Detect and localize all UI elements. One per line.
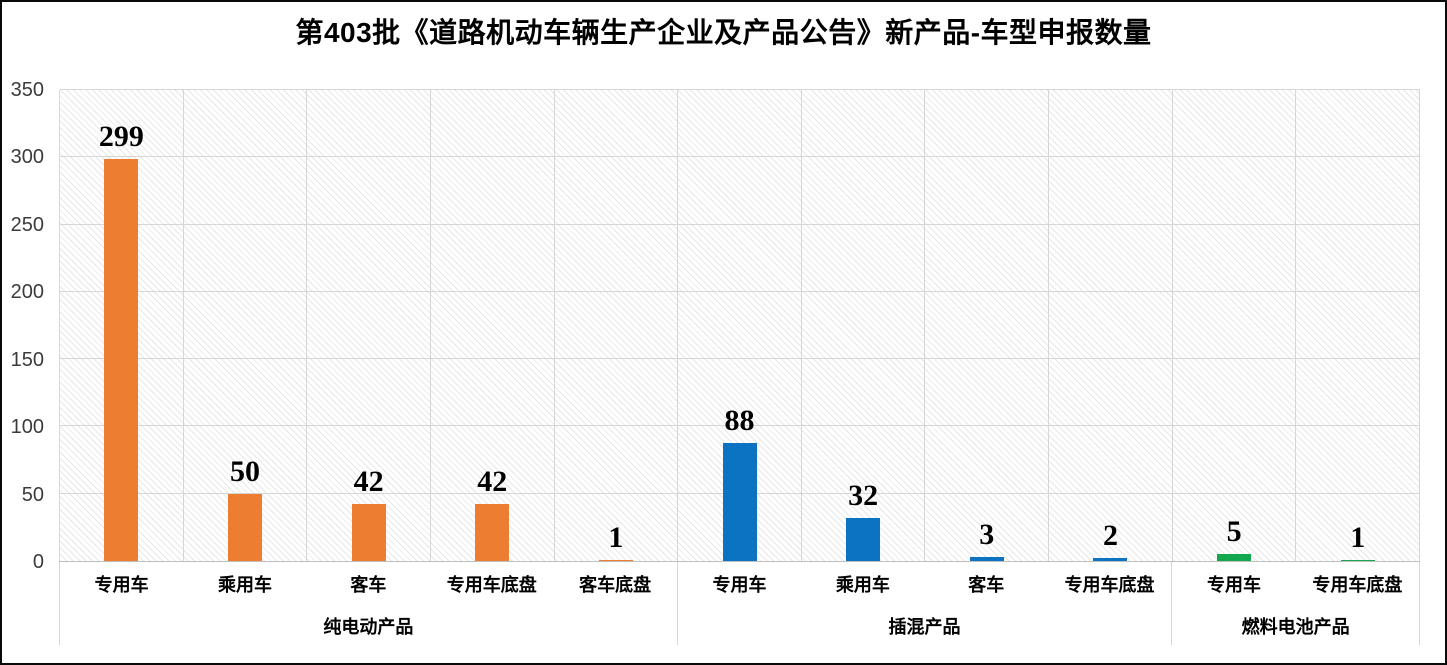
x-category-row: 专用车 专用车底盘 xyxy=(1172,562,1419,606)
category-slot: 3 xyxy=(925,90,1050,561)
bar-纯电动产品-专用车: 299 xyxy=(99,121,144,561)
bar-value-label: 1 xyxy=(1350,520,1366,554)
y-tick-label: 250 xyxy=(10,213,44,236)
chart-title: 第403批《道路机动车辆生产企业及产品公告》新产品-车型申报数量 xyxy=(295,17,1152,48)
y-tick-label: 300 xyxy=(10,146,44,169)
bar-纯电动产品-客车底盘: 1 xyxy=(598,522,633,561)
x-category-row: 专用车 乘用车 客车 专用车底盘 xyxy=(678,562,1171,606)
bar-value-label: 5 xyxy=(1226,515,1242,549)
x-group-label: 纯电动产品 xyxy=(323,616,414,637)
bar-value-label: 299 xyxy=(98,119,144,153)
y-tick-label: 0 xyxy=(32,551,44,573)
category-slot: 50 xyxy=(184,90,308,561)
x-axis: 专用车 乘用车 客车 专用车底盘 客车底盘 纯电动产品 专用车 乘用车 客车 专用车底盘 插混产品专… xyxy=(59,562,1420,645)
bar-纯电动产品-专用车底盘: 42 xyxy=(475,467,510,561)
y-tick-label: 350 xyxy=(10,79,44,101)
x-category-label: 客车底盘 xyxy=(579,575,652,595)
category-slot: 32 xyxy=(802,90,926,561)
x-group-label: 插混产品 xyxy=(888,616,961,637)
category-slot: 5 xyxy=(1173,90,1297,561)
bar-value-label: 2 xyxy=(1102,519,1118,553)
h-gridline xyxy=(60,358,1420,360)
x-category-row: 专用车 乘用车 客车 专用车底盘 客车底盘 xyxy=(60,562,677,606)
x-axis-group: 专用车 专用车底盘燃料电池产品 xyxy=(1172,562,1420,645)
x-category-label: 专用车底盘 xyxy=(1312,575,1403,595)
bars-container: 299 50 42 42 1 88 32 3 2 5 1 xyxy=(60,90,1421,561)
bar-燃料电池产品-专用车: 5 xyxy=(1217,517,1252,561)
bar-纯电动产品-客车: 42 xyxy=(351,467,386,561)
x-group-label: 燃料电池产品 xyxy=(1241,616,1350,637)
y-axis: 0 50 100 150 200 250 300 350 xyxy=(2,80,46,572)
x-category-label: 专用车 xyxy=(94,575,149,595)
x-axis-group: 专用车 乘用车 客车 专用车底盘插混产品 xyxy=(678,562,1173,645)
bar-插混产品-专用车底盘: 2 xyxy=(1093,521,1128,561)
x-category-label: 乘用车 xyxy=(835,575,890,595)
h-gridline xyxy=(60,89,1420,90)
bar-燃料电池产品-专用车底盘: 1 xyxy=(1340,522,1375,561)
category-slot: 1 xyxy=(1296,90,1421,561)
category-slot: 88 xyxy=(678,90,802,561)
bar-value-label: 88 xyxy=(724,403,755,437)
h-gridline xyxy=(60,223,1420,225)
h-gridline xyxy=(60,156,1420,158)
plot-area: 299 50 42 42 1 88 32 3 2 5 1 xyxy=(59,89,1421,562)
x-category-label: 乘用车 xyxy=(218,575,273,595)
x-category-label: 专用车 xyxy=(712,575,767,595)
y-tick-label: 50 xyxy=(21,483,44,506)
bar-纯电动产品-乘用车: 50 xyxy=(227,456,262,561)
x-axis-group: 专用车 乘用车 客车 专用车底盘 客车底盘纯电动产品 xyxy=(59,562,678,645)
bar-value-label: 42 xyxy=(353,465,384,499)
category-slot: 42 xyxy=(431,90,555,561)
bar-value-label: 32 xyxy=(848,478,879,512)
x-category-label: 客车 xyxy=(968,575,1005,595)
bar-value-label: 3 xyxy=(979,517,995,551)
category-slot: 299 xyxy=(60,90,184,561)
category-slot: 1 xyxy=(555,90,679,561)
x-category-label: 专用车底盘 xyxy=(1064,575,1155,595)
x-category-label: 客车 xyxy=(350,575,387,595)
bar-插混产品-乘用车: 32 xyxy=(846,480,881,561)
y-tick-label: 100 xyxy=(10,416,44,439)
category-slot: 2 xyxy=(1049,90,1173,561)
bar-value-label: 1 xyxy=(608,520,624,554)
bar-value-label: 42 xyxy=(477,465,508,499)
x-category-label: 专用车 xyxy=(1206,575,1261,595)
bar-value-label: 50 xyxy=(229,454,260,488)
bar-插混产品-客车: 3 xyxy=(969,519,1004,561)
h-gridline xyxy=(60,425,1420,427)
category-slot: 42 xyxy=(307,90,431,561)
bar-插混产品-专用车: 88 xyxy=(722,405,757,561)
x-category-label: 专用车底盘 xyxy=(446,575,537,595)
h-gridline xyxy=(60,290,1420,292)
y-tick-label: 200 xyxy=(10,281,44,304)
y-tick-label: 150 xyxy=(10,348,44,371)
